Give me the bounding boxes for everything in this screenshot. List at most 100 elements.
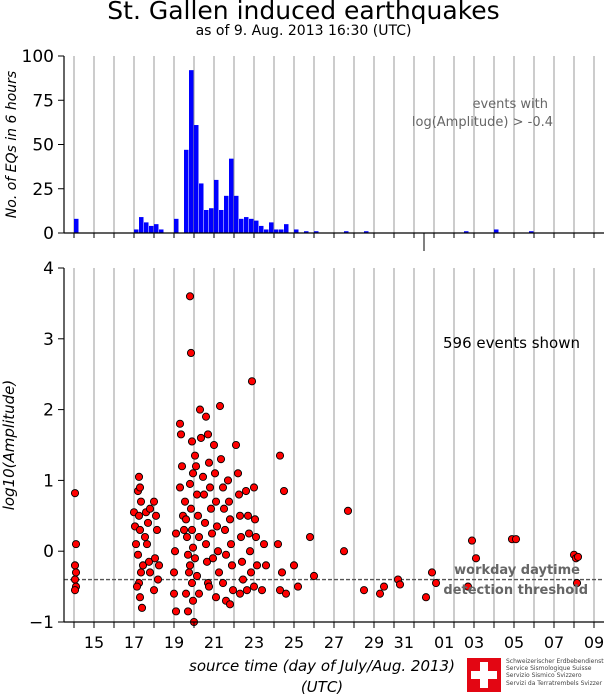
event-point <box>190 554 200 563</box>
event-point <box>210 469 220 478</box>
histogram-bar <box>199 183 204 233</box>
event-point <box>185 561 195 570</box>
event-point <box>247 377 257 386</box>
event-point <box>132 582 142 591</box>
event-point <box>185 292 195 301</box>
top-ytick-label: 100 <box>22 47 54 67</box>
event-point <box>209 440 219 450</box>
event-point <box>279 486 289 496</box>
histogram-bar <box>464 231 469 233</box>
event-point <box>375 589 385 598</box>
bottom-ytick-label: 4 <box>43 259 54 279</box>
event-point <box>225 600 235 609</box>
histogram-bar <box>159 229 164 233</box>
event-point <box>70 489 80 498</box>
event-point <box>145 568 155 577</box>
event-point <box>339 547 349 556</box>
event-point <box>177 462 187 471</box>
event-point <box>235 589 245 598</box>
event-point <box>211 593 221 602</box>
histogram-bar <box>529 231 534 233</box>
event-point <box>150 554 160 563</box>
top-y-axis-label: No. of EQs in 6 hours <box>4 71 20 218</box>
event-point <box>233 469 243 478</box>
histogram-bar <box>219 209 224 233</box>
event-point <box>200 518 210 527</box>
event-point <box>136 497 146 506</box>
histogram-bar <box>259 225 264 233</box>
event-point <box>250 515 260 524</box>
event-point <box>133 550 143 559</box>
bottom-ytick-label: −1 <box>29 613 54 633</box>
bottom-xtick-label: 25 <box>284 633 304 652</box>
histogram-bar <box>239 218 244 233</box>
threshold-label-line: workday daytime <box>454 563 580 578</box>
bottom-ytick-label: 1 <box>43 471 54 491</box>
bottom-xtick-label: 01 <box>434 633 454 652</box>
logo-line: Servizi da Terratrembels Svizzer <box>506 679 603 687</box>
event-point <box>218 579 228 588</box>
event-point <box>171 607 181 616</box>
event-point <box>181 515 191 524</box>
event-point <box>236 532 246 542</box>
histogram-bar <box>279 229 284 233</box>
event-point <box>183 607 193 616</box>
event-point <box>204 582 214 591</box>
bottom-xtick-label: 07 <box>544 633 564 652</box>
event-point <box>138 561 148 570</box>
top-annotation-line: log(Amplitude) > -0.4 <box>412 115 553 130</box>
histogram-bar <box>364 231 369 233</box>
event-point <box>135 593 145 602</box>
event-point <box>188 543 198 552</box>
event-point <box>213 547 223 556</box>
event-point <box>237 557 247 566</box>
event-point <box>186 348 196 358</box>
event-point <box>226 540 236 549</box>
histogram-bar <box>204 209 209 233</box>
event-point <box>201 412 211 421</box>
histogram-bar <box>154 224 159 233</box>
event-point <box>188 596 198 605</box>
event-point <box>195 405 205 414</box>
event-point <box>136 568 146 577</box>
event-point <box>137 603 147 612</box>
bottom-ytick-label: 2 <box>43 401 54 421</box>
event-point <box>273 540 283 549</box>
event-point <box>198 472 208 481</box>
event-point <box>149 586 159 595</box>
chart-subtitle: as of 9. Aug. 2013 16:30 (UTC) <box>195 23 412 39</box>
event-point <box>572 579 582 588</box>
event-point <box>231 440 241 450</box>
event-point <box>70 561 80 570</box>
event-point <box>187 579 197 588</box>
event-point <box>142 540 152 549</box>
event-point <box>238 575 248 584</box>
event-point <box>252 561 262 570</box>
event-point <box>201 540 211 549</box>
bottom-xtick-label: 31 <box>394 633 414 652</box>
event-point <box>131 540 141 549</box>
histogram-bar <box>269 222 274 233</box>
event-point <box>180 497 190 506</box>
event-point <box>511 535 521 544</box>
event-point <box>70 586 80 595</box>
histogram-bar <box>139 217 144 233</box>
histogram-bar <box>494 229 499 233</box>
event-point <box>223 476 233 485</box>
event-point <box>245 547 255 556</box>
event-point <box>215 402 225 411</box>
swiss-cross-horizontal <box>471 671 497 679</box>
chart-title: St. Gallen induced earthquakes <box>107 0 500 25</box>
bottom-xtick-label: 03 <box>464 633 484 652</box>
event-point <box>187 437 197 446</box>
event-point <box>261 561 271 570</box>
event-point <box>182 532 192 542</box>
event-point <box>169 568 179 577</box>
bottom-xtick-label: 29 <box>364 633 384 652</box>
event-point <box>206 504 216 513</box>
event-point <box>183 550 193 559</box>
event-point <box>471 554 481 563</box>
event-point <box>227 561 237 570</box>
event-point <box>184 568 194 577</box>
histogram-bar <box>184 149 189 233</box>
